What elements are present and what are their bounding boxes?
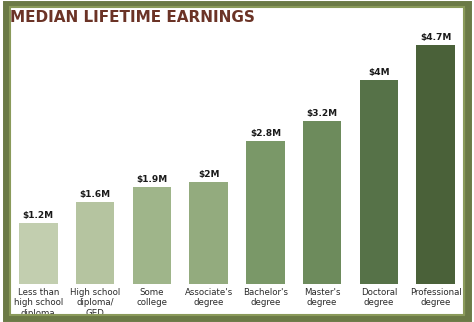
Text: $1.6M: $1.6M	[80, 190, 110, 199]
Bar	[360, 80, 398, 284]
Bar	[133, 187, 171, 284]
Text: $2M: $2M	[198, 170, 219, 179]
Bar	[303, 121, 341, 284]
Text: MEDIAN LIFETIME EARNINGS: MEDIAN LIFETIME EARNINGS	[10, 10, 255, 25]
Text: $2.8M: $2.8M	[250, 129, 281, 138]
Text: $4.7M: $4.7M	[420, 33, 451, 42]
Bar	[189, 182, 228, 284]
Text: $1.2M: $1.2M	[23, 211, 54, 220]
Bar	[246, 141, 285, 284]
Bar	[19, 223, 57, 284]
Text: $4M: $4M	[368, 68, 390, 77]
Text: $3.2M: $3.2M	[307, 109, 338, 118]
Text: $1.9M: $1.9M	[136, 175, 167, 184]
Bar	[76, 203, 114, 284]
Bar	[417, 45, 455, 284]
